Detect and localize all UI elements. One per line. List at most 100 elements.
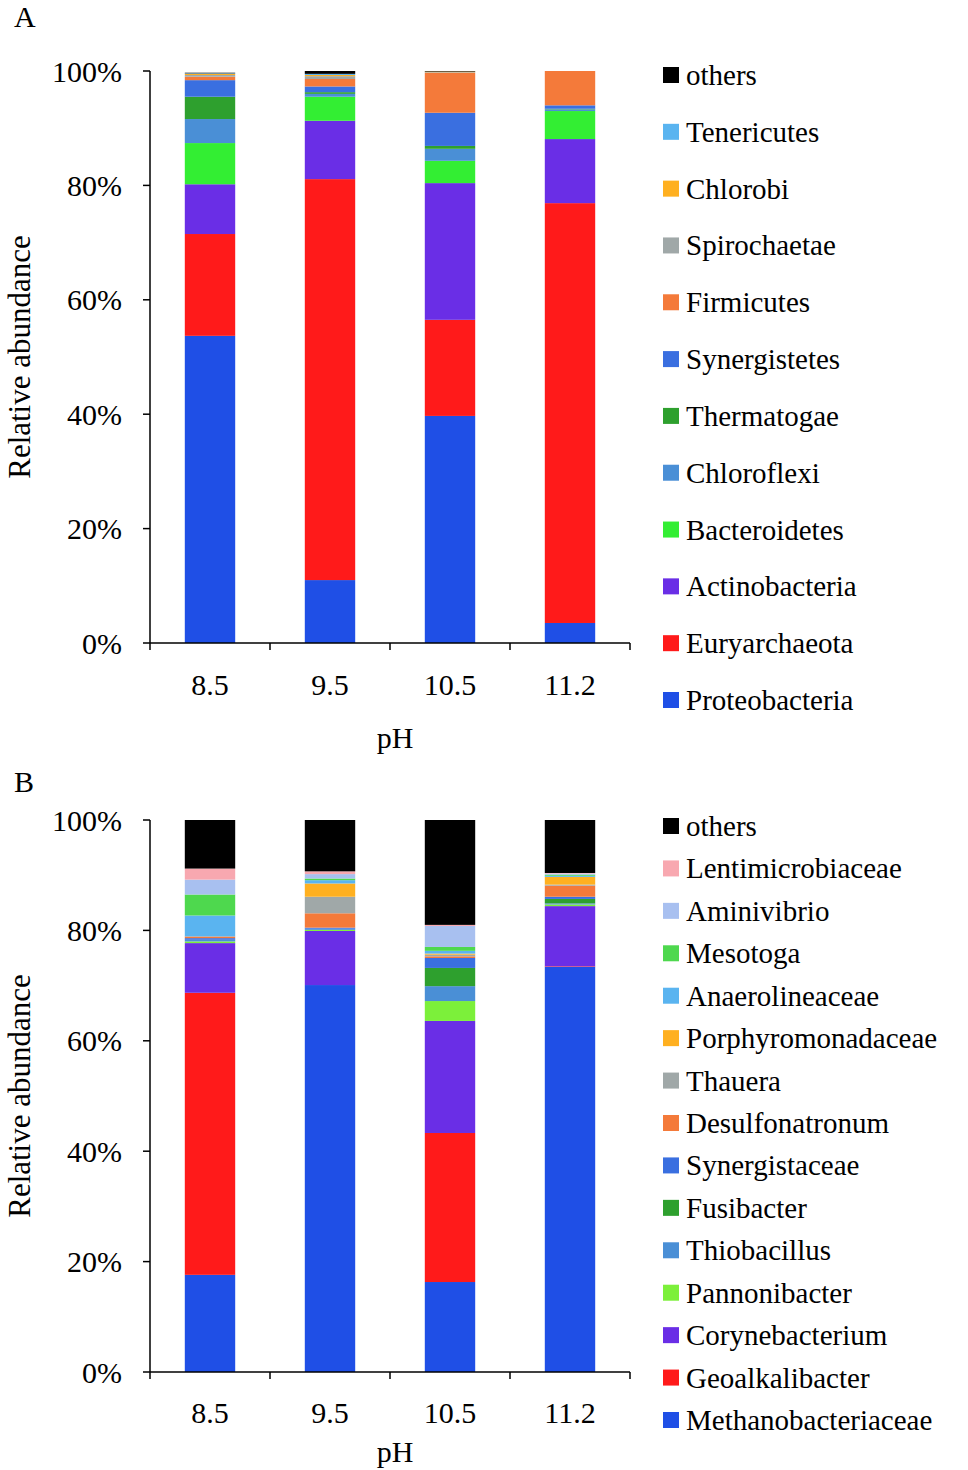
bar-segment <box>425 149 475 161</box>
x-tick <box>269 1372 271 1379</box>
legend-label: Aminivibrio <box>686 895 829 927</box>
legend-swatch <box>663 522 679 538</box>
bar-segment <box>545 139 595 203</box>
y-tick-label: 40% <box>67 1135 122 1168</box>
x-axis-title: pH <box>377 721 414 754</box>
bar-segment <box>305 879 355 881</box>
legend-swatch <box>663 860 679 876</box>
bar-segment <box>305 930 355 931</box>
legend-swatch <box>663 408 679 424</box>
x-tick <box>509 643 511 650</box>
legend-label: Spirochaetae <box>686 229 836 261</box>
y-tick <box>143 642 150 644</box>
bar-segment <box>185 895 235 916</box>
bar-segment <box>545 886 595 897</box>
bar-segment <box>305 929 355 930</box>
x-tick-label: 9.5 <box>311 1396 349 1429</box>
bars <box>185 71 595 643</box>
bar-segment <box>305 92 355 94</box>
bar-segment <box>185 938 235 940</box>
bar-segment <box>425 1282 475 1372</box>
x-tick <box>629 643 631 650</box>
x-tick-label: 11.2 <box>544 1396 595 1429</box>
legend-label: Desulfonatronum <box>686 1107 889 1139</box>
bar-segment <box>185 869 235 880</box>
legend-swatch <box>663 181 679 197</box>
x-tick-label: 10.5 <box>424 1396 477 1429</box>
bar-segment <box>545 105 595 108</box>
legend-swatch <box>663 578 679 594</box>
legend-swatch <box>663 988 679 1004</box>
legend-label: Porphyromonadaceae <box>686 1022 937 1054</box>
x-tick-label: 11.2 <box>544 668 595 701</box>
legend-swatch <box>663 1285 679 1301</box>
bar-segment <box>545 877 595 885</box>
bar-segment <box>425 947 475 951</box>
bar-segment <box>545 71 595 72</box>
legend-label: Geoalkalibacter <box>686 1362 870 1394</box>
legend-label: Euryarchaeota <box>686 627 854 659</box>
bar-segment <box>185 97 235 119</box>
bar-segment <box>545 111 595 139</box>
legend-swatch <box>663 465 679 481</box>
y-tick <box>143 1261 150 1263</box>
bar-segment <box>425 320 475 416</box>
bar-segment <box>425 1001 475 1021</box>
bar-segment <box>425 183 475 320</box>
bar-segment <box>305 883 355 896</box>
legend-swatch <box>663 818 679 834</box>
bar-segment <box>425 926 475 947</box>
chart-canvas: A0%20%40%60%80%100%8.59.510.511.2pHRelat… <box>0 0 968 1470</box>
legend-swatch <box>663 237 679 253</box>
bar-segment <box>425 925 475 926</box>
y-tick <box>143 185 150 187</box>
y-tick <box>143 1040 150 1042</box>
y-tick-label: 60% <box>67 1024 122 1057</box>
legend-swatch <box>663 635 679 651</box>
x-tick <box>149 1372 151 1379</box>
y-tick-label: 20% <box>67 512 122 545</box>
legend-label: Fusibacter <box>686 1192 807 1224</box>
bar-segment <box>425 968 475 986</box>
bar-segment <box>425 958 475 968</box>
legend-swatch <box>663 294 679 310</box>
legend-label: Mesotoga <box>686 937 801 969</box>
bar-segment <box>305 71 355 74</box>
y-axis <box>149 820 151 1372</box>
y-tick-label: 0% <box>82 627 122 660</box>
legend-label: Synergistetes <box>686 343 840 375</box>
legend: othersLentimicrobiaceaeAminivibrioMesoto… <box>663 810 937 1436</box>
bar-segment <box>185 80 235 97</box>
x-tick-label: 10.5 <box>424 668 477 701</box>
y-tick-label: 20% <box>67 1245 122 1278</box>
legend-label: Proteobacteria <box>686 684 854 716</box>
bar-segment <box>545 875 595 876</box>
bar-segment <box>545 899 595 903</box>
x-tick <box>509 1372 511 1379</box>
bar-segment <box>425 986 475 1001</box>
y-tick-label: 0% <box>82 1356 122 1389</box>
legend-label: Thiobacillus <box>686 1234 831 1266</box>
y-tick-label: 40% <box>67 398 122 431</box>
bar-segment <box>425 71 475 73</box>
y-tick <box>143 1150 150 1152</box>
bar-segment <box>545 71 595 105</box>
bar-segment <box>545 906 595 966</box>
bar-segment <box>425 416 475 643</box>
panel-title: A <box>14 0 36 33</box>
bar-segment <box>425 71 475 72</box>
bar-segment <box>185 336 235 643</box>
bar-segment <box>425 73 475 113</box>
legend-label: Corynebacterium <box>686 1319 888 1351</box>
bar-segment <box>425 820 475 925</box>
bar-segment <box>425 71 475 72</box>
legend-swatch <box>663 1242 679 1258</box>
x-tick <box>149 643 151 650</box>
bar-segment <box>185 75 235 77</box>
bar-segment <box>305 580 355 643</box>
y-tick <box>143 70 150 72</box>
x-axis-title: pH <box>377 1435 414 1468</box>
bar-segment <box>185 143 235 184</box>
legend-label: Lentimicrobiaceae <box>686 852 902 884</box>
x-tick <box>389 1372 391 1379</box>
